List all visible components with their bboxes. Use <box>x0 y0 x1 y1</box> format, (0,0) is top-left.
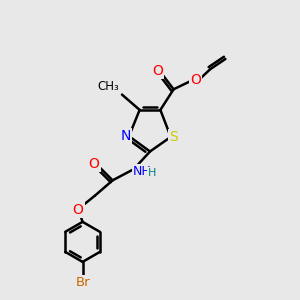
Text: S: S <box>169 130 178 144</box>
Text: CH₃: CH₃ <box>98 80 120 93</box>
Text: O: O <box>73 203 84 218</box>
Text: H: H <box>148 168 156 178</box>
Text: O: O <box>88 157 100 171</box>
Text: N: N <box>121 129 131 143</box>
Text: Br: Br <box>75 276 90 289</box>
Text: NH: NH <box>133 165 152 178</box>
Text: O: O <box>190 74 201 87</box>
Text: O: O <box>152 64 163 78</box>
